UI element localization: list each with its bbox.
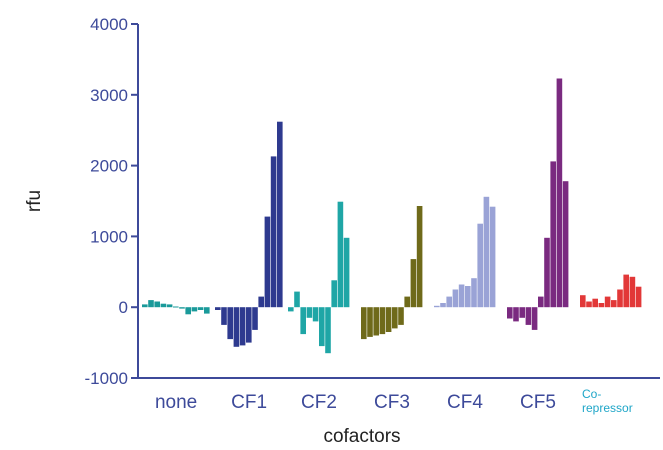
category-label: CF2 bbox=[301, 392, 337, 413]
category-label: Co- bbox=[582, 387, 601, 401]
bar bbox=[215, 307, 221, 310]
bar bbox=[385, 307, 392, 332]
bar bbox=[611, 300, 617, 308]
bar bbox=[325, 307, 331, 354]
category-label: CF1 bbox=[231, 392, 267, 413]
bar bbox=[580, 295, 586, 308]
bar bbox=[398, 307, 404, 325]
category-label: none bbox=[155, 392, 197, 413]
bar bbox=[416, 206, 423, 308]
bar bbox=[392, 307, 398, 329]
bar bbox=[191, 307, 198, 312]
bar bbox=[592, 298, 598, 308]
bar bbox=[246, 307, 252, 343]
category-label: CF4 bbox=[447, 392, 483, 413]
bar bbox=[531, 307, 538, 330]
bar bbox=[562, 181, 569, 308]
bar bbox=[519, 307, 525, 318]
bar bbox=[477, 223, 483, 308]
bar bbox=[294, 291, 300, 308]
bar bbox=[604, 296, 611, 308]
bar bbox=[264, 216, 271, 308]
bars bbox=[142, 78, 642, 354]
bar bbox=[404, 296, 410, 308]
bar bbox=[538, 296, 544, 308]
bar bbox=[148, 300, 154, 308]
bar bbox=[312, 307, 319, 322]
bar bbox=[179, 307, 185, 309]
bar bbox=[252, 307, 258, 330]
category-label: repressor bbox=[582, 401, 633, 415]
bar bbox=[319, 307, 325, 347]
bar bbox=[337, 201, 344, 308]
bar bbox=[446, 296, 452, 308]
category-label: CF3 bbox=[374, 392, 410, 413]
bar bbox=[452, 289, 459, 308]
bar bbox=[379, 307, 386, 335]
bar bbox=[204, 307, 210, 314]
bar bbox=[465, 286, 471, 308]
bar bbox=[185, 307, 191, 315]
category-label: CF5 bbox=[520, 392, 556, 413]
bar bbox=[160, 303, 167, 308]
bar bbox=[586, 301, 592, 308]
bar bbox=[331, 280, 337, 308]
y-tick-label: -1000 bbox=[85, 369, 128, 388]
bar bbox=[617, 289, 623, 308]
bar bbox=[440, 303, 446, 308]
bar bbox=[270, 156, 277, 308]
bar bbox=[471, 278, 477, 308]
bar bbox=[306, 307, 313, 318]
bar bbox=[197, 307, 204, 310]
y-tick-label: 0 bbox=[119, 298, 128, 317]
x-axis-title: cofactors bbox=[323, 426, 400, 447]
bar bbox=[300, 307, 306, 335]
bar bbox=[221, 307, 227, 325]
bar bbox=[166, 304, 173, 308]
bar bbox=[410, 259, 417, 308]
bar bbox=[598, 303, 605, 308]
bar bbox=[343, 237, 350, 308]
bar bbox=[550, 161, 556, 308]
bar bbox=[173, 306, 179, 308]
y-tick-label: 1000 bbox=[90, 227, 128, 246]
bar bbox=[556, 78, 563, 308]
bar bbox=[239, 307, 246, 346]
bar bbox=[154, 301, 160, 308]
y-tick-label: 2000 bbox=[90, 157, 128, 176]
bar bbox=[373, 307, 379, 336]
y-tick-label: 4000 bbox=[90, 15, 128, 34]
bar bbox=[629, 276, 636, 308]
bar bbox=[288, 307, 294, 312]
category-labels: none CF1 CF2 CF3 CF4 CF5 Co-repressor bbox=[155, 387, 633, 415]
bar bbox=[507, 307, 513, 319]
bar bbox=[635, 286, 642, 308]
bar bbox=[367, 307, 373, 337]
bar bbox=[489, 206, 496, 308]
y-axis-ticks: -1000 0 1000 2000 3000 4000 bbox=[85, 15, 138, 388]
bar bbox=[142, 304, 148, 308]
bar bbox=[233, 307, 240, 347]
bar bbox=[277, 121, 283, 308]
bar bbox=[544, 237, 550, 308]
bar bbox=[434, 305, 440, 308]
y-axis-title: rfu bbox=[24, 190, 45, 212]
bar bbox=[623, 274, 629, 308]
bar bbox=[361, 307, 367, 340]
bar bbox=[258, 296, 264, 308]
bar bbox=[458, 284, 465, 308]
y-tick-label: 3000 bbox=[90, 86, 128, 105]
bar bbox=[483, 196, 490, 308]
bar bbox=[513, 307, 519, 322]
bar bbox=[525, 307, 532, 325]
bar bbox=[227, 307, 233, 340]
